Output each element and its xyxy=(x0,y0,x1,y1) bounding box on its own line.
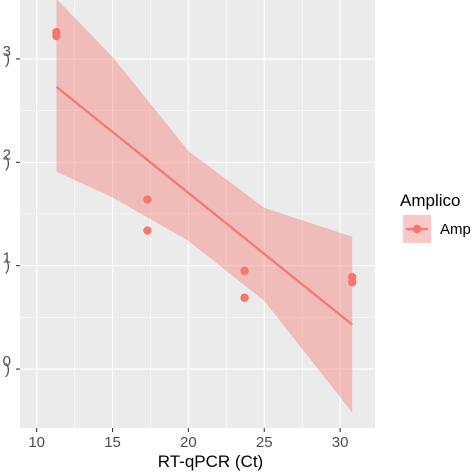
x-tick-label: 25 xyxy=(256,434,273,451)
x-tick-label: 30 xyxy=(332,434,349,451)
major-gridlines xyxy=(20,0,375,428)
data-point xyxy=(143,226,152,235)
minor-gridlines xyxy=(20,0,375,428)
data-point xyxy=(143,195,152,204)
y-tick-label-base: ) xyxy=(5,51,10,68)
fit-line-layer xyxy=(55,85,353,326)
data-point xyxy=(348,278,357,287)
y-tick-label-exponent: 3 xyxy=(3,43,11,60)
data-point xyxy=(240,266,249,276)
x-tick-label: 15 xyxy=(104,434,121,451)
data-point xyxy=(240,293,249,302)
y-tick-label-base: ) xyxy=(5,361,10,378)
x-tick-label: 10 xyxy=(28,434,45,451)
y-tick-label-base: ) xyxy=(5,258,10,275)
x-tick-label: 20 xyxy=(180,434,197,451)
x-axis-title: RT-qPCR (Ct) xyxy=(158,452,263,471)
y-tick-label-exponent: 2 xyxy=(3,146,11,163)
legend-title: Amplico xyxy=(400,191,460,210)
y-tick-label-exponent: 1 xyxy=(3,250,11,267)
legend: Amplico Amp xyxy=(400,191,471,243)
y-tick-label-base: ) xyxy=(5,154,10,171)
legend-key-point xyxy=(412,224,422,234)
data-point xyxy=(52,31,61,41)
legend-label: Amp xyxy=(440,221,471,238)
axis-ticks-layer xyxy=(16,58,341,432)
tick-labels-layer: 10 15 20 25 30)0)1)2)3 xyxy=(3,43,349,451)
fit-line xyxy=(55,85,353,326)
data-points-layer xyxy=(52,27,357,302)
y-tick-label-exponent: 0 xyxy=(3,353,11,370)
